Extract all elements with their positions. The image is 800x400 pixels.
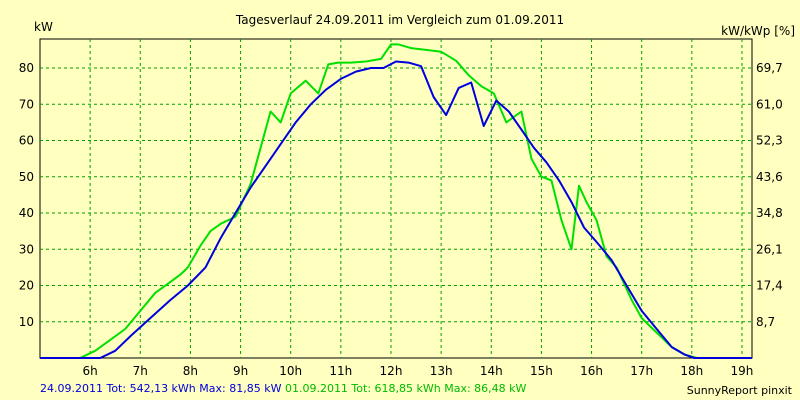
x-tick-label: 16h: [580, 364, 603, 378]
x-tick-label: 19h: [731, 364, 754, 378]
x-tick-label: 13h: [430, 364, 453, 378]
y-tick-label: 80: [19, 61, 34, 75]
y-tick-label: 40: [19, 206, 34, 220]
y2-tick-label: 69,7: [756, 61, 783, 75]
y2-tick-label: 26,1: [756, 242, 783, 256]
y-tick-label: 60: [19, 134, 34, 148]
y-tick-label: 10: [19, 315, 34, 329]
y-tick-label: 70: [19, 97, 34, 111]
x-tick-label: 8h: [183, 364, 198, 378]
x-tick-label: 14h: [480, 364, 503, 378]
y2-tick-label: 61,0: [756, 97, 783, 111]
y2-tick-label: 34,8: [756, 206, 783, 220]
x-tick-label: 9h: [233, 364, 248, 378]
y-tick-label: 30: [19, 242, 34, 256]
x-tick-label: 11h: [329, 364, 352, 378]
y2-tick-label: 43,6: [756, 170, 783, 184]
x-tick-label: 18h: [680, 364, 703, 378]
y-axis-label: kW: [34, 20, 53, 34]
x-tick-label: 12h: [380, 364, 403, 378]
y-tick-label: 20: [19, 279, 34, 293]
y2-axis-label: kW/kWp [%]: [721, 24, 795, 38]
y2-tick-label: 8,7: [756, 315, 775, 329]
plot-area: [39, 38, 753, 359]
series-line-24-09-2011: [40, 60, 752, 359]
y2-tick-label: 17,4: [756, 279, 783, 293]
x-tick-label: 15h: [530, 364, 553, 378]
footer-summary: 24.09.2011 Tot: 542,13 kWh Max: 81,85 kW…: [40, 382, 526, 395]
y-tick-label: 50: [19, 170, 34, 184]
y2-tick-label: 52,3: [756, 134, 783, 148]
x-tick-label: 10h: [279, 364, 302, 378]
chart-title: Tagesverlauf 24.09.2011 im Vergleich zum…: [235, 13, 564, 27]
x-tick-label: 6h: [83, 364, 98, 378]
x-tick-label: 17h: [630, 364, 653, 378]
x-tick-label: 7h: [133, 364, 148, 378]
footer-credit: SunnyReport pinxit: [686, 384, 792, 397]
footer-green-series-summary: 01.09.2011 Tot: 618,85 kWh Max: 86,48 kW: [284, 382, 527, 395]
series-line-01-09-2011: [40, 43, 752, 359]
footer-blue-series-summary: 24.09.2011 Tot: 542,13 kWh Max: 81,85 kW: [40, 382, 282, 395]
